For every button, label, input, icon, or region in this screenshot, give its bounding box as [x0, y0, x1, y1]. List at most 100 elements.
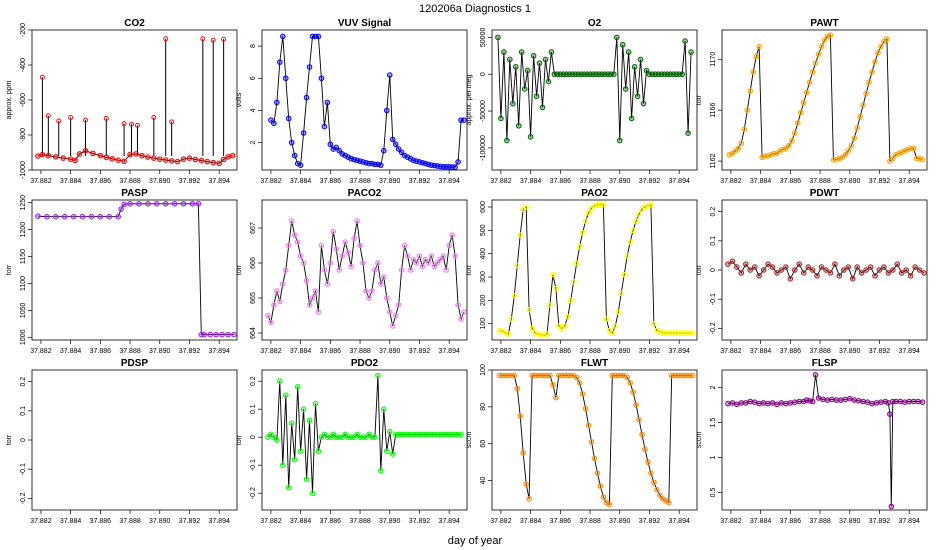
data-point	[787, 400, 794, 406]
data-point	[921, 270, 927, 276]
spike-point	[103, 115, 109, 121]
data-point	[533, 93, 540, 100]
y-tick-label: -0.1	[20, 463, 27, 475]
y-tick-label: 4	[250, 108, 257, 112]
x-tick-label: 37.882	[260, 348, 282, 355]
data-point	[277, 298, 283, 305]
data-point	[515, 122, 522, 129]
data-point	[416, 253, 423, 259]
y-tick-label: 40	[480, 477, 487, 485]
x-tick-label: 37.890	[149, 178, 171, 185]
data-point	[729, 400, 736, 406]
data-point	[751, 399, 758, 406]
data-point	[437, 256, 444, 263]
data-point	[306, 417, 313, 424]
data-point	[303, 476, 310, 483]
data-point	[375, 260, 381, 266]
x-tick-label: 37.884	[60, 348, 82, 355]
x-tick-label: 37.894	[898, 518, 920, 525]
data-point	[153, 200, 160, 207]
data-point	[61, 213, 68, 220]
data-point	[747, 398, 754, 405]
y-axis-label: torr	[236, 264, 243, 275]
data-point	[225, 331, 231, 338]
plot-area	[35, 36, 236, 167]
panel-pdsp: PDSP torr 37.882 37.884 37.886 37.888 37.890 37…	[6, 358, 238, 525]
data-point	[854, 264, 860, 270]
y-tick-label: 664	[250, 327, 257, 339]
data-point	[389, 136, 396, 143]
x-tick-label: 37.890	[149, 348, 171, 355]
data-point	[288, 420, 295, 427]
spike-point	[45, 113, 51, 119]
y-tick-label: 300	[480, 271, 487, 283]
data-point	[523, 481, 529, 488]
data-point	[279, 462, 286, 469]
data-point	[297, 162, 304, 168]
x-tick-label: 37.890	[609, 178, 631, 185]
data-point	[277, 378, 283, 385]
data-point	[121, 201, 127, 208]
data-point	[869, 69, 875, 75]
y-tick-label: 1166	[710, 103, 717, 118]
data-point	[60, 155, 66, 161]
y-tick-label: 100	[480, 318, 487, 330]
x-tick-label: 37.892	[869, 178, 891, 185]
data-point	[873, 400, 880, 406]
data-point	[398, 267, 405, 273]
panel-title: PDO2	[351, 358, 379, 369]
data-point	[634, 93, 641, 100]
y-tick-label: -0.1	[710, 293, 717, 305]
panel-flwt: FLWT sccm 37.882 37.884 37.886 37.888 37.890 37…	[466, 358, 698, 525]
data-point	[279, 33, 286, 40]
data-point	[594, 470, 601, 476]
data-point	[806, 79, 813, 85]
data-point	[890, 155, 896, 162]
data-point	[103, 154, 110, 161]
data-point	[330, 228, 337, 235]
data-point	[863, 267, 869, 273]
y-axis-label: torr	[696, 264, 703, 275]
data-point	[742, 400, 749, 406]
y-tick-label: 1	[710, 455, 717, 459]
data-point	[570, 278, 577, 285]
x-tick-label: 37.892	[869, 348, 891, 355]
x-tick-label: 37.884	[290, 178, 312, 185]
data-point	[796, 398, 803, 405]
data-point	[45, 152, 52, 159]
data-point	[821, 37, 828, 43]
data-point	[747, 267, 754, 273]
data-point	[300, 260, 307, 266]
y-tick-label: -1000	[20, 161, 27, 179]
spike-point	[121, 121, 127, 127]
x-tick-label: 37.882	[720, 518, 742, 525]
data-point	[639, 431, 645, 438]
data-point	[633, 218, 639, 224]
y-tick-label: 400	[480, 248, 487, 260]
y-tick-label: 1050	[20, 302, 27, 318]
data-point	[734, 401, 740, 408]
data-point	[903, 267, 910, 273]
y-tick-label: 0.1	[250, 404, 257, 414]
panel-title: PAO2	[581, 188, 608, 199]
data-point	[841, 267, 847, 273]
data-point	[636, 211, 642, 217]
data-point	[812, 60, 819, 66]
data-point	[339, 253, 346, 259]
data-point	[381, 274, 387, 280]
x-tick-label: 37.882	[260, 178, 282, 185]
data-point	[76, 151, 83, 157]
data-point	[383, 107, 390, 114]
data-point	[864, 399, 871, 406]
data-point	[327, 141, 334, 148]
data-point	[791, 399, 798, 406]
data-point	[818, 43, 825, 50]
data-point	[760, 267, 767, 273]
data-point	[860, 398, 866, 405]
panel-title: PAWT	[810, 18, 838, 29]
data-point	[345, 249, 351, 256]
x-tick-label: 37.894	[898, 178, 920, 185]
series-line	[499, 375, 693, 506]
x-tick-label: 37.884	[520, 178, 542, 185]
